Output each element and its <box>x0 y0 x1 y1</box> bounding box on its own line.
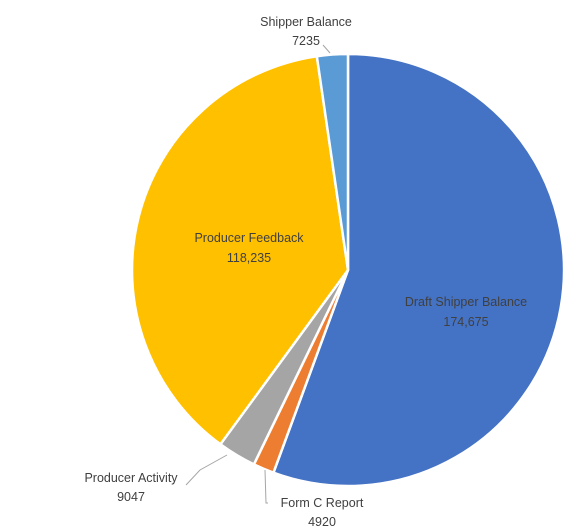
label-draft-shipper-balance: Draft Shipper Balance 174,675 <box>405 295 527 329</box>
slice-name-producer-activity: Producer Activity <box>84 471 178 485</box>
pie-slices <box>130 52 566 488</box>
slice-value-draft-shipper-balance: 174,675 <box>443 315 488 329</box>
pie-slice-shipper-balance <box>315 52 350 271</box>
leader-line-producer-activity <box>185 454 228 486</box>
slice-value-producer-feedback: 118,235 <box>227 251 271 265</box>
pie-slice-producer-feedback <box>130 54 350 447</box>
slice-value-form-c-report: 4920 <box>308 515 336 529</box>
label-producer-feedback: Producer Feedback 118,235 <box>194 231 304 265</box>
label-form-c-report: Form C Report 4920 <box>281 496 364 529</box>
leader-line-form-c-report <box>264 469 268 504</box>
slice-value-producer-activity: 9047 <box>117 490 145 504</box>
label-producer-activity: Producer Activity 9047 <box>84 471 178 504</box>
slice-name-producer-feedback: Producer Feedback <box>194 231 304 245</box>
slice-name-shipper-balance: Shipper Balance <box>260 15 352 29</box>
slice-name-draft-shipper-balance: Draft Shipper Balance <box>405 295 527 309</box>
leader-lines <box>185 44 331 504</box>
leader-line-shipper-balance <box>322 44 331 54</box>
slice-value-shipper-balance: 7235 <box>292 34 320 48</box>
pie-slice-draft-shipper-balance <box>271 52 566 488</box>
slice-name-form-c-report: Form C Report <box>281 496 364 510</box>
label-shipper-balance: Shipper Balance 7235 <box>260 15 352 48</box>
